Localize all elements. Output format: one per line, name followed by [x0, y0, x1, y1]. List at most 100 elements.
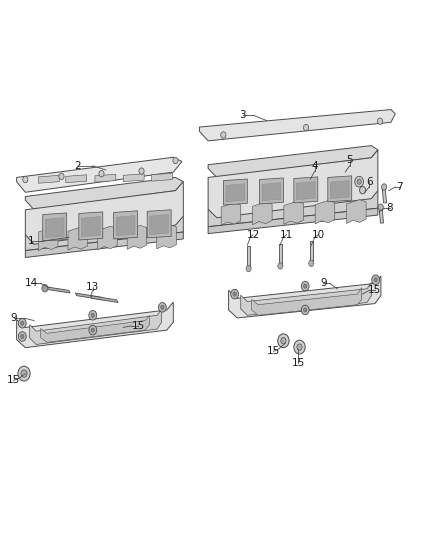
Circle shape: [294, 340, 305, 354]
Polygon shape: [17, 302, 173, 348]
Text: 3: 3: [240, 110, 246, 120]
Circle shape: [357, 179, 361, 184]
Polygon shape: [25, 177, 184, 210]
Circle shape: [21, 321, 24, 325]
Text: 5: 5: [346, 156, 353, 165]
Polygon shape: [259, 178, 283, 204]
Polygon shape: [247, 246, 251, 269]
Polygon shape: [127, 225, 147, 249]
Text: 6: 6: [366, 176, 372, 187]
Text: 11: 11: [280, 230, 293, 240]
Text: 15: 15: [267, 346, 280, 357]
Polygon shape: [68, 227, 88, 250]
Polygon shape: [223, 179, 247, 205]
Polygon shape: [147, 210, 171, 238]
Polygon shape: [46, 217, 64, 238]
Circle shape: [374, 278, 378, 282]
Text: 12: 12: [246, 230, 260, 240]
Circle shape: [378, 204, 383, 211]
Circle shape: [99, 171, 104, 177]
Polygon shape: [330, 181, 349, 199]
Polygon shape: [382, 188, 387, 203]
Circle shape: [378, 118, 383, 124]
Polygon shape: [75, 293, 103, 300]
Polygon shape: [95, 174, 116, 182]
Polygon shape: [43, 213, 67, 241]
Circle shape: [301, 281, 309, 291]
Circle shape: [301, 305, 309, 315]
Circle shape: [18, 318, 26, 328]
Polygon shape: [152, 173, 173, 181]
Polygon shape: [41, 316, 149, 342]
Polygon shape: [98, 226, 117, 250]
Circle shape: [297, 344, 302, 350]
Circle shape: [304, 284, 307, 288]
Text: 2: 2: [74, 161, 81, 171]
Circle shape: [159, 303, 166, 312]
Circle shape: [281, 337, 286, 344]
Circle shape: [18, 332, 26, 341]
Text: 1: 1: [28, 236, 34, 246]
Polygon shape: [328, 176, 352, 202]
Polygon shape: [252, 288, 362, 316]
Polygon shape: [346, 200, 366, 223]
Polygon shape: [30, 309, 162, 344]
Circle shape: [278, 263, 283, 269]
Polygon shape: [25, 182, 184, 244]
Polygon shape: [79, 212, 103, 240]
Circle shape: [89, 311, 97, 320]
Text: 15: 15: [132, 321, 145, 331]
Polygon shape: [208, 146, 378, 177]
Polygon shape: [379, 208, 384, 223]
Polygon shape: [297, 182, 315, 200]
Polygon shape: [66, 175, 87, 183]
Circle shape: [304, 124, 309, 131]
Circle shape: [89, 325, 97, 335]
Text: 10: 10: [312, 230, 325, 240]
Text: 8: 8: [386, 203, 393, 213]
Polygon shape: [315, 200, 335, 224]
Circle shape: [360, 187, 366, 194]
Circle shape: [173, 157, 178, 164]
Polygon shape: [208, 191, 378, 227]
Text: 15: 15: [368, 285, 381, 295]
Polygon shape: [123, 174, 144, 182]
Circle shape: [161, 305, 164, 310]
Polygon shape: [150, 215, 169, 235]
Polygon shape: [25, 216, 184, 251]
Text: 7: 7: [396, 182, 403, 192]
Circle shape: [231, 289, 239, 299]
Circle shape: [381, 184, 387, 190]
Circle shape: [221, 132, 226, 138]
Circle shape: [21, 334, 24, 338]
Polygon shape: [208, 208, 378, 233]
Polygon shape: [157, 224, 177, 249]
Polygon shape: [241, 282, 371, 316]
Circle shape: [59, 173, 64, 180]
Circle shape: [139, 168, 144, 174]
Circle shape: [246, 265, 251, 272]
Polygon shape: [208, 150, 378, 217]
Polygon shape: [91, 296, 118, 303]
Text: 13: 13: [86, 281, 99, 292]
Polygon shape: [221, 203, 241, 225]
Text: 15: 15: [7, 375, 20, 385]
Polygon shape: [45, 287, 70, 293]
Circle shape: [278, 334, 289, 348]
Polygon shape: [226, 184, 245, 202]
Polygon shape: [25, 232, 184, 257]
Text: 15: 15: [292, 358, 305, 368]
Text: 14: 14: [25, 278, 38, 288]
Circle shape: [372, 275, 380, 285]
Circle shape: [21, 370, 27, 377]
Circle shape: [23, 176, 28, 183]
Polygon shape: [114, 211, 138, 239]
Polygon shape: [279, 244, 282, 266]
Polygon shape: [294, 177, 318, 203]
Circle shape: [18, 366, 30, 381]
Polygon shape: [81, 216, 100, 237]
Polygon shape: [17, 157, 182, 192]
Polygon shape: [199, 110, 395, 141]
Circle shape: [91, 313, 95, 317]
Circle shape: [304, 308, 307, 312]
